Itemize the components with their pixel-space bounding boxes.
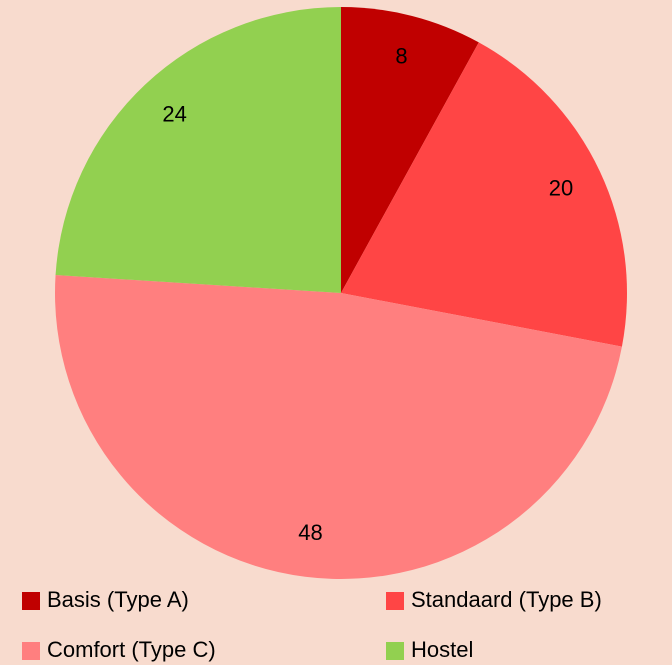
legend-label: Basis (Type A) xyxy=(47,587,189,612)
legend-swatch xyxy=(386,642,404,660)
data-label: 48 xyxy=(298,520,322,545)
legend-label: Comfort (Type C) xyxy=(47,637,216,662)
legend-swatch xyxy=(22,592,40,610)
legend-label: Standaard (Type B) xyxy=(411,587,602,612)
legend-swatch xyxy=(22,642,40,660)
pie-slice xyxy=(341,7,479,293)
pie-slice xyxy=(341,42,627,347)
pie-slice xyxy=(55,275,622,579)
data-label: 8 xyxy=(395,43,407,68)
legend-label: Hostel xyxy=(411,637,473,662)
data-label: 24 xyxy=(162,102,186,127)
data-label: 20 xyxy=(549,175,573,200)
legend-swatch xyxy=(386,592,404,610)
pie-slice xyxy=(55,7,341,293)
